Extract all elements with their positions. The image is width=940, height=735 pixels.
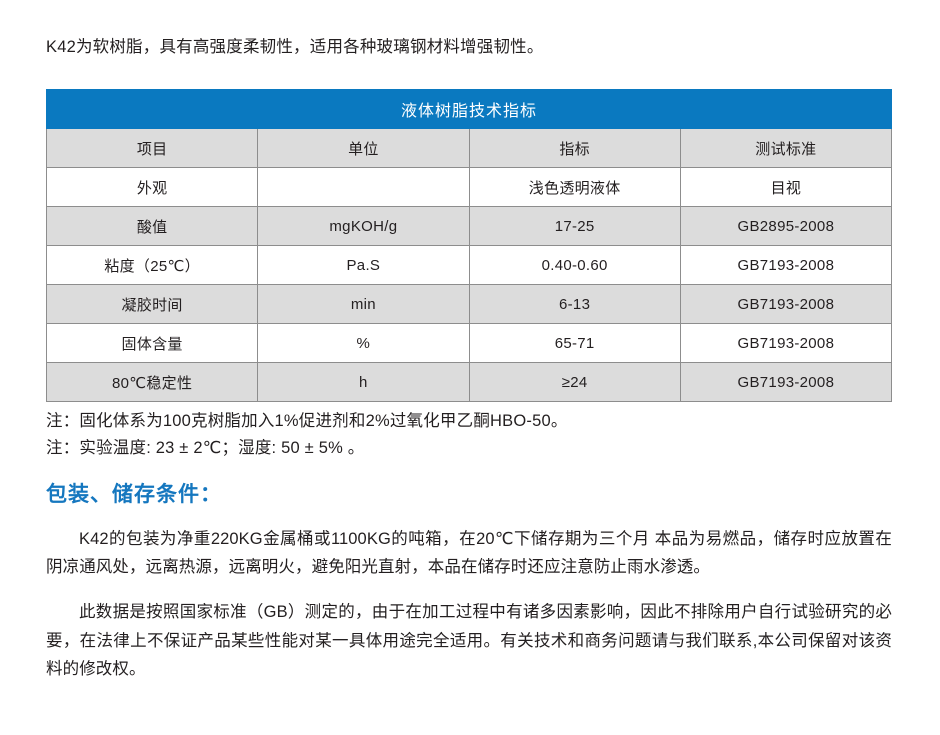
cell-unit [257,167,470,208]
cell-spec: ≥24 [468,362,681,403]
cell-standard: GB2895-2008 [679,206,893,247]
cell-unit: h [257,362,470,403]
cell-standard: GB7193-2008 [679,323,893,364]
cell-item: 凝胶时间 [45,284,259,325]
cell-spec: 17-25 [468,206,681,247]
table-row: 酸值 mgKOH/g 17-25 GB2895-2008 [45,206,893,247]
cell-unit: min [257,284,470,325]
cell-unit: mgKOH/g [257,206,470,247]
cell-unit: Pa.S [257,245,470,286]
column-header-item: 项目 [45,128,259,169]
disclaimer-paragraph: 此数据是按照国家标准（GB）测定的，由于在加工过程中有诸多因素影响，因此不排除用… [46,603,892,679]
table-row: 粘度（25℃） Pa.S 0.40-0.60 GB7193-2008 [45,245,893,286]
cell-item: 固体含量 [45,323,259,364]
cell-item: 80℃稳定性 [45,362,259,403]
cell-standard: GB7193-2008 [679,245,893,286]
cell-unit: % [257,323,470,364]
column-header-standard: 测试标准 [679,128,893,169]
cell-spec: 0.40-0.60 [468,245,681,286]
packaging-section-heading: 包装、储存条件： [46,482,222,506]
cell-spec: 浅色透明液体 [468,167,681,208]
cell-standard: 目视 [679,167,893,208]
intro-paragraph: K42为软树脂，具有高强度柔韧性，适用各种玻璃钢材料增强韧性。 [46,37,544,56]
cell-spec: 65-71 [468,323,681,364]
note-curing-system: 注：固化体系为100克树脂加入1%促进剂和2%过氧化甲乙酮HBO-50。 [46,412,568,431]
cell-standard: GB7193-2008 [679,284,893,325]
table-row: 外观 浅色透明液体 目视 [45,167,893,208]
column-header-unit: 单位 [257,128,470,169]
cell-item: 粘度（25℃） [45,245,259,286]
cell-item: 外观 [45,167,259,208]
table-row: 固体含量 % 65-71 GB7193-2008 [45,323,893,364]
packaging-paragraph: K42的包装为净重220KG金属桶或1100KG的吨箱，在20℃下储存期为三个月… [46,530,892,577]
table-row: 凝胶时间 min 6-13 GB7193-2008 [45,284,893,325]
table-row: 80℃稳定性 h ≥24 GB7193-2008 [45,362,893,403]
table-notes: 注：固化体系为100克树脂加入1%促进剂和2%过氧化甲乙酮HBO-50。 注：实… [46,408,894,461]
table-title-row: 液体树脂技术指标 [46,89,892,130]
table-title: 液体树脂技术指标 [46,89,892,130]
table-column-header-row: 项目 单位 指标 测试标准 [45,128,893,169]
column-header-spec: 指标 [468,128,681,169]
cell-standard: GB7193-2008 [679,362,893,403]
document-page: K42为软树脂，具有高强度柔韧性，适用各种玻璃钢材料增强韧性。 液体树脂技术指标… [0,17,940,735]
cell-spec: 6-13 [468,284,681,325]
liquid-resin-spec-table: 液体树脂技术指标 项目 单位 指标 测试标准 外观 浅色透明液体 目视 酸值 [45,89,893,403]
cell-item: 酸值 [45,206,259,247]
note-test-conditions: 注：实验温度: 23 ± 2℃；湿度: 50 ± 5% 。 [46,438,365,457]
spec-table-container: 液体树脂技术指标 项目 单位 指标 测试标准 外观 浅色透明液体 目视 酸值 [45,89,894,403]
